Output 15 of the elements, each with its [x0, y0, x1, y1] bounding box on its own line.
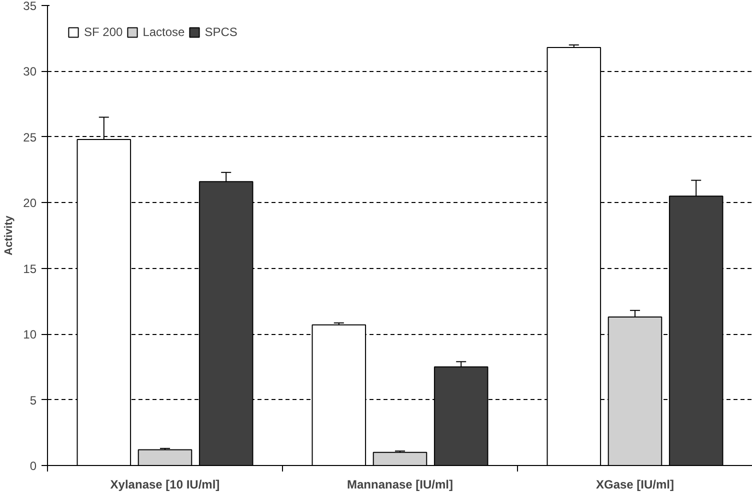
legend-label: SF 200: [84, 25, 123, 39]
x-tick-label: Xylanase [10 IU/ml]: [110, 478, 220, 492]
y-tick-label: 10: [23, 328, 37, 342]
legend-label: Lactose: [142, 25, 185, 39]
y-tick-label: 5: [30, 393, 37, 408]
y-tick-label: 35: [23, 0, 37, 13]
x-tick-label: XGase [IU/ml]: [596, 478, 674, 492]
legend-label: SPCS: [204, 25, 238, 39]
x-tick-label: Mannanase [IU/ml]: [346, 478, 454, 492]
y-tick-label: 15: [23, 262, 37, 276]
y-tick-label: 25: [23, 130, 37, 144]
y-tick-label: 20: [23, 196, 37, 210]
y-tick-label: 0: [30, 459, 37, 473]
y-axis-title: Activity: [3, 214, 16, 256]
y-tick-label: 30: [23, 64, 37, 79]
